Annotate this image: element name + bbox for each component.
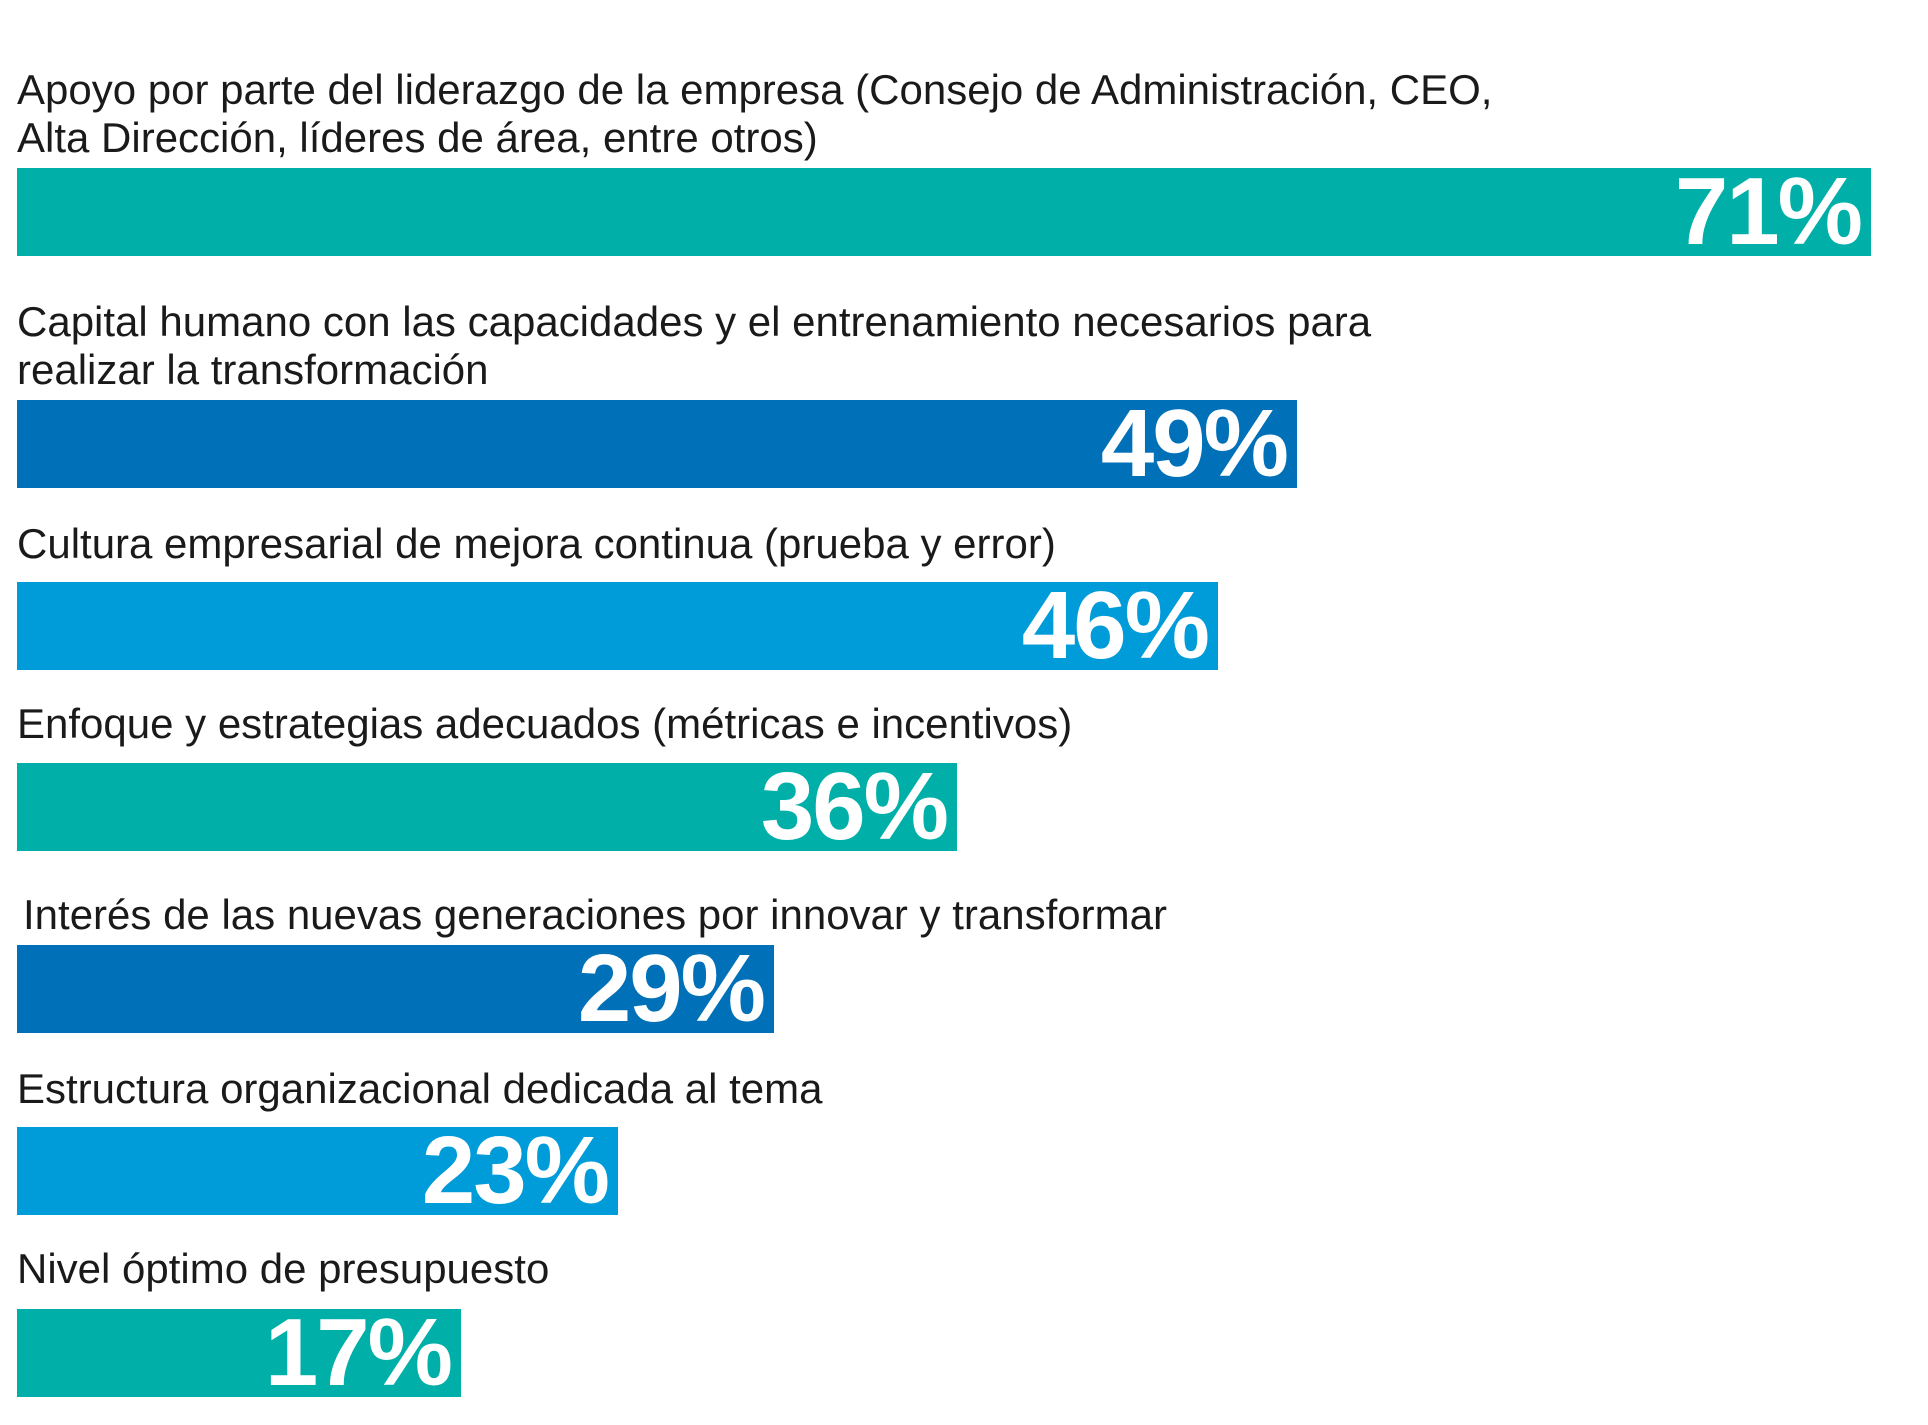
bar: 71%: [17, 164, 1871, 260]
bar: 49%: [17, 396, 1297, 492]
category-label: Cultura empresarial de mejora continua (…: [17, 520, 1056, 567]
bar: 29%: [17, 941, 774, 1037]
bar: 36%: [17, 759, 957, 855]
category-label: Interés de las nuevas generaciones por i…: [23, 891, 1167, 938]
bar-value-label: 29%: [577, 935, 766, 1042]
category-label: Apoyo por parte del liderazgo de la empr…: [17, 66, 1493, 161]
bar: 17%: [17, 1305, 461, 1401]
category-label: Nivel óptimo de presupuesto: [17, 1245, 550, 1292]
category-label: Enfoque y estrategias adecuados (métrica…: [17, 700, 1073, 747]
bar-value-label: 17%: [264, 1299, 453, 1406]
bar-value-label: 23%: [421, 1117, 610, 1224]
bar-value-label: 49%: [1100, 390, 1289, 497]
bar-value-label: 36%: [760, 753, 949, 860]
bar-value-label: 46%: [1021, 572, 1210, 679]
bar: 46%: [17, 578, 1218, 674]
bar: 23%: [17, 1123, 618, 1219]
category-label: Capital humano con las capacidades y el …: [17, 298, 1372, 393]
category-label: Estructura organizacional dedicada al te…: [17, 1065, 823, 1112]
bar-value-label: 71%: [1674, 158, 1863, 265]
